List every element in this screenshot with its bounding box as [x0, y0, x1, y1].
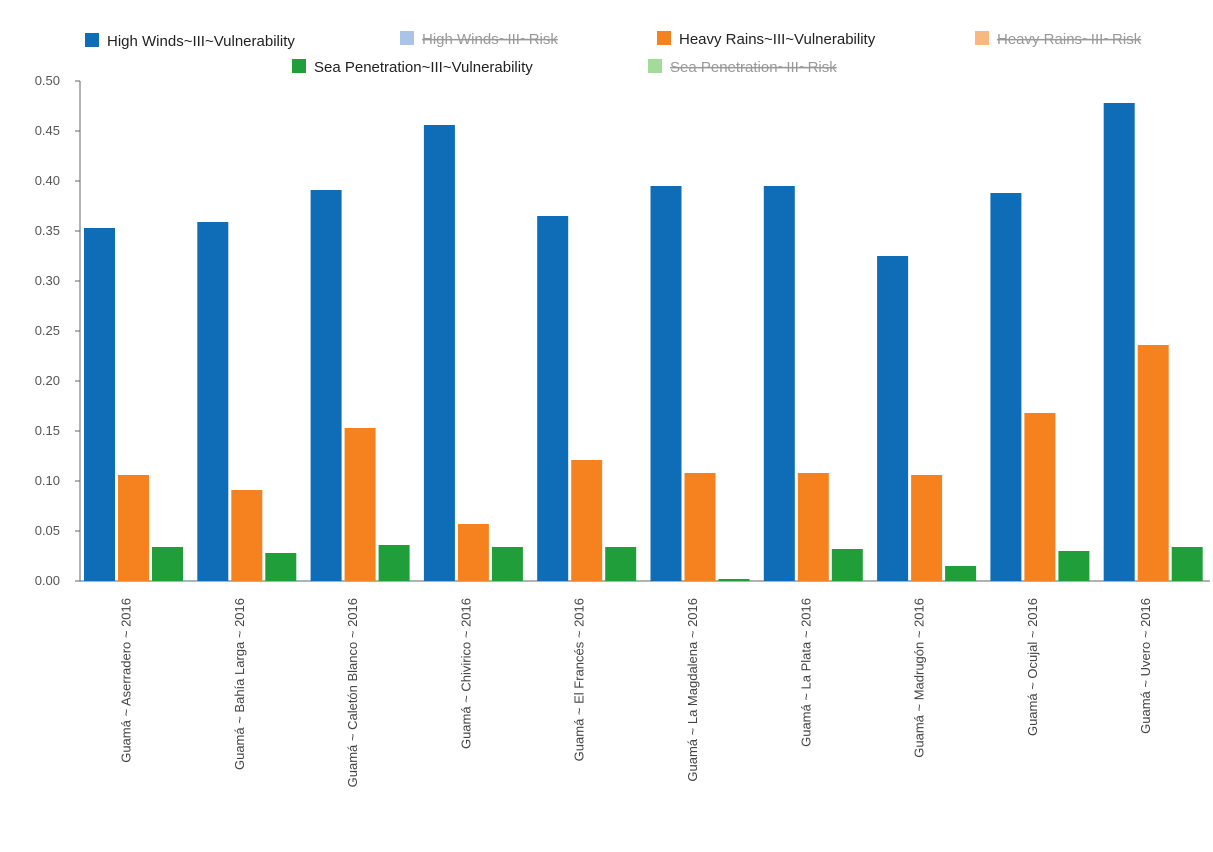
x-tick-label: Guamá ~ Aserradero ~ 2016	[119, 598, 134, 763]
y-tick-label: 0.00	[35, 573, 60, 588]
bar	[877, 256, 909, 581]
bar	[763, 186, 795, 581]
y-tick-label: 0.15	[35, 423, 60, 438]
y-tick-label: 0.35	[35, 223, 60, 238]
bar	[457, 524, 489, 581]
y-tick-label: 0.20	[35, 373, 60, 388]
bar	[537, 216, 569, 581]
bar	[84, 228, 115, 581]
legend-swatch[interactable]	[292, 59, 306, 73]
bar	[265, 553, 297, 581]
legend-swatch[interactable]	[648, 59, 662, 73]
bar	[911, 475, 943, 581]
bar	[831, 549, 863, 581]
bar	[1103, 103, 1135, 581]
bar	[152, 547, 183, 581]
legend-label[interactable]: Heavy Rains~III~Risk	[997, 31, 1142, 48]
bar	[231, 490, 263, 581]
x-tick-label: Guamá ~ Bahía Larga ~ 2016	[232, 598, 247, 770]
bar	[650, 186, 682, 581]
legend-swatch[interactable]	[657, 31, 671, 45]
y-tick-label: 0.10	[35, 473, 60, 488]
legend-label[interactable]: High Winds~III~Risk	[422, 31, 558, 48]
legend-label[interactable]: High Winds~III~Vulnerability	[107, 33, 295, 50]
bar	[423, 125, 455, 581]
bar	[118, 475, 149, 581]
legend-label[interactable]: Heavy Rains~III~Vulnerability	[679, 31, 876, 48]
x-tick-label: Guamá ~ Caletón Blanco ~ 2016	[345, 598, 360, 787]
bar	[1137, 345, 1169, 581]
bar	[684, 473, 716, 581]
bar	[491, 547, 523, 581]
bar	[1171, 547, 1203, 581]
x-tick-label: Guamá ~ La Plata ~ 2016	[798, 598, 813, 747]
bar	[310, 190, 342, 581]
legend-swatch[interactable]	[975, 31, 989, 45]
bar	[378, 545, 410, 581]
y-tick-label: 0.50	[35, 73, 60, 88]
x-tick-label: Guamá ~ El Francés ~ 2016	[572, 598, 587, 761]
bar	[1058, 551, 1090, 581]
legend-label[interactable]: Sea Penetration~III~Vulnerability	[314, 59, 533, 76]
y-tick-label: 0.25	[35, 323, 60, 338]
legend-swatch[interactable]	[85, 33, 99, 47]
legend-label[interactable]: Sea Penetration~III~Risk	[670, 59, 837, 76]
bar	[990, 193, 1022, 581]
x-tick-label: Guamá ~ Madrugón ~ 2016	[912, 598, 927, 758]
x-tick-label: Guamá ~ Uvero ~ 2016	[1138, 598, 1153, 734]
bar	[718, 579, 750, 581]
bar	[1024, 413, 1056, 581]
legend-swatch[interactable]	[400, 31, 414, 45]
bar	[797, 473, 829, 581]
x-tick-label: Guamá ~ Chivirico ~ 2016	[458, 598, 473, 749]
y-tick-label: 0.40	[35, 173, 60, 188]
x-tick-label: Guamá ~ Ocujal ~ 2016	[1025, 598, 1040, 736]
bar	[605, 547, 637, 581]
y-tick-label: 0.45	[35, 123, 60, 138]
bar	[197, 222, 229, 581]
bar	[571, 460, 603, 581]
y-tick-label: 0.30	[35, 273, 60, 288]
bar	[945, 566, 977, 581]
bar	[344, 428, 376, 581]
x-tick-label: Guamá ~ La Magdalena ~ 2016	[685, 598, 700, 782]
y-tick-label: 0.05	[35, 523, 60, 538]
